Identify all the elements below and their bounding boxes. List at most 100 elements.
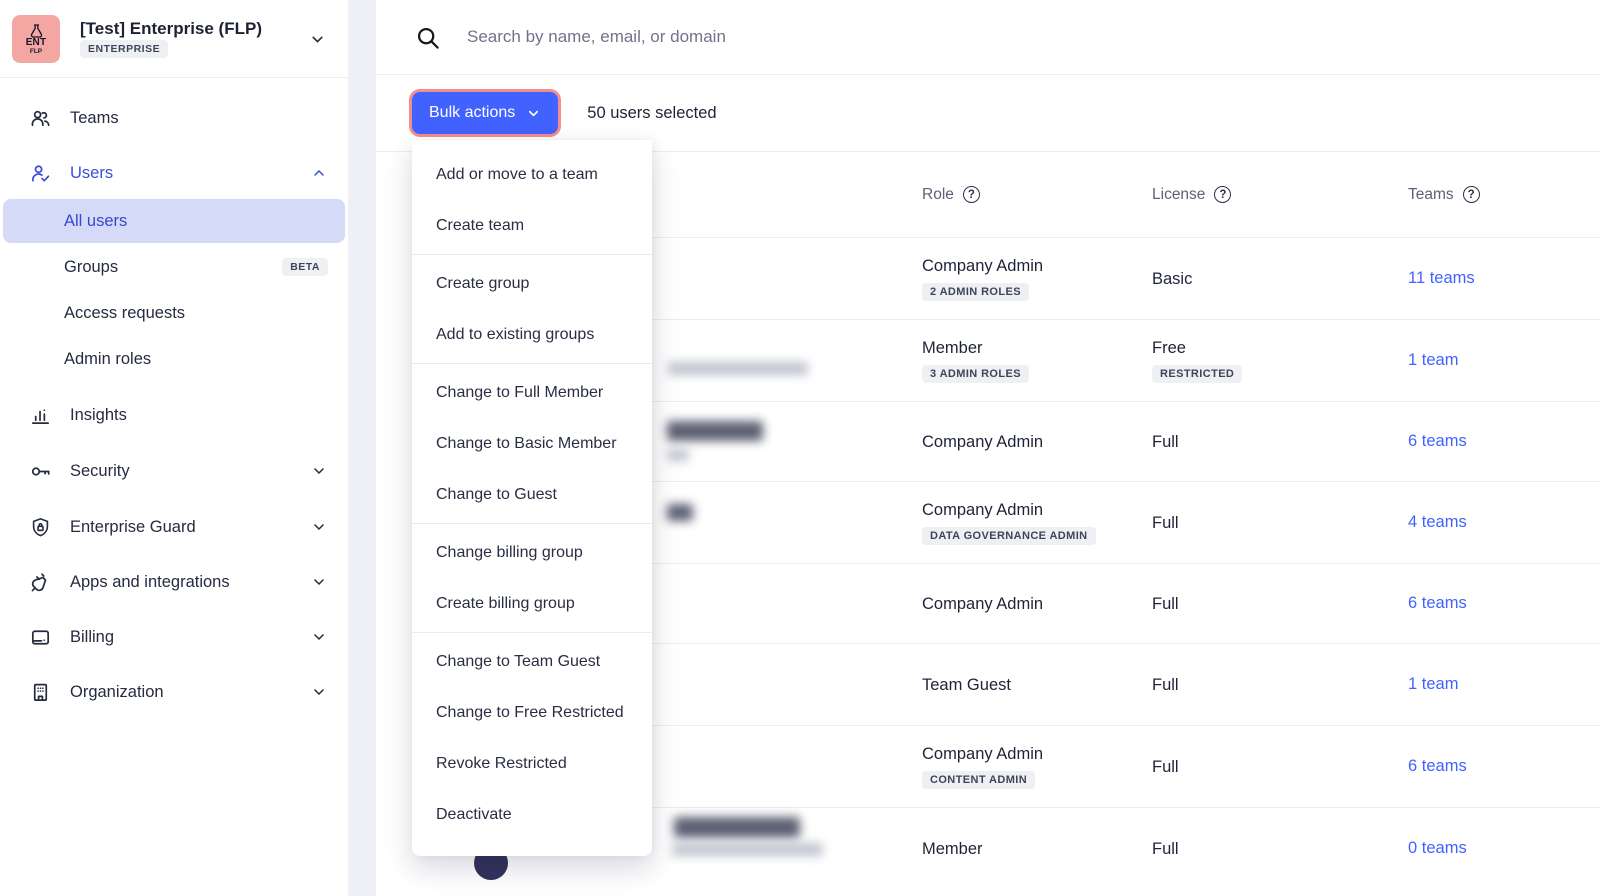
chevron-down-icon: [529, 110, 539, 116]
beta-badge: BETA: [282, 258, 328, 276]
sidebar-item-access-requests[interactable]: Access requests: [3, 291, 345, 335]
menu-divider: [412, 523, 652, 524]
teams-link[interactable]: 0 teams: [1408, 839, 1467, 857]
menu-item-change-to-team-guest[interactable]: Change to Team Guest: [436, 652, 601, 670]
teams-link[interactable]: 4 teams: [1408, 513, 1467, 531]
sidebar-item-label: Admin roles: [64, 349, 152, 368]
sidebar-item-billing[interactable]: Billing: [3, 615, 345, 659]
bulk-actions-toolbar: Bulk actions 50 users selected: [376, 75, 1600, 152]
license-badge: RESTRICTED: [1152, 365, 1243, 383]
workspace-switcher[interactable]: ENT FLP [Test] Enterprise (FLP) ENTERPRI…: [0, 0, 348, 78]
sidebar-item-label: Security: [70, 461, 130, 480]
key-icon: [28, 459, 52, 483]
search-bar: [376, 0, 1600, 75]
table-row[interactable]: Company Admin Full 6 teams: [412, 563, 1600, 643]
chevron-down-icon: [311, 629, 327, 645]
blurred-user-name: [667, 421, 763, 441]
blurred-user-email: [672, 843, 823, 856]
license-column-header: License: [1152, 185, 1206, 203]
license-cell: Full: [1152, 594, 1179, 613]
teams-column-header: Teams: [1408, 185, 1454, 203]
menu-item-create-team[interactable]: Create team: [436, 216, 525, 234]
sidebar-item-insights[interactable]: Insights: [3, 393, 345, 437]
teams-link[interactable]: 1 team: [1408, 675, 1459, 693]
teams-link[interactable]: 6 teams: [1408, 432, 1467, 450]
teams-cell: 1 team: [1408, 320, 1600, 401]
table-row[interactable]: Member 3 ADMIN ROLES Free RESTRICTED 1 t…: [412, 319, 1600, 401]
role-cell: Company Admin 2 ADMIN ROLES: [922, 238, 1152, 319]
blurred-user-name: [674, 817, 800, 838]
teams-link[interactable]: 6 teams: [1408, 594, 1467, 612]
table-row[interactable]: Company Admin CONTENT ADMIN Full 6 teams: [412, 725, 1600, 807]
license-cell: Free RESTRICTED: [1152, 320, 1408, 401]
table-row[interactable]: Company Admin Full 6 teams: [412, 401, 1600, 481]
admin-roles-badge: 2 ADMIN ROLES: [922, 283, 1029, 301]
teams-icon: [28, 106, 52, 130]
table-row[interactable]: Company Admin 2 ADMIN ROLES Basic 11 tea…: [412, 237, 1600, 319]
main-content: Bulk actions 50 users selected Role Lice…: [376, 0, 1600, 896]
menu-item-create-group[interactable]: Create group: [436, 274, 530, 292]
sidebar-item-teams[interactable]: Teams: [3, 96, 345, 140]
search-input[interactable]: [467, 27, 1267, 47]
role-cell: Company Admin: [922, 432, 1044, 451]
sidebar-item-apps-and-integrations[interactable]: Apps and integrations: [3, 560, 345, 604]
sidebar-item-label: Insights: [70, 405, 127, 424]
license-cell: Full: [1152, 757, 1179, 776]
teams-link[interactable]: 11 teams: [1408, 269, 1475, 287]
sidebar-item-label: Apps and integrations: [70, 572, 230, 591]
sidebar-item-security[interactable]: Security: [3, 449, 345, 493]
license-cell: Full: [1152, 839, 1179, 858]
menu-item-change-to-guest[interactable]: Change to Guest: [436, 485, 557, 503]
sidebar-item-label: Teams: [70, 108, 119, 127]
role-cell: Member: [922, 839, 983, 858]
menu-item-create-billing-group[interactable]: Create billing group: [436, 594, 575, 612]
sidebar-item-enterprise-guard[interactable]: Enterprise Guard: [3, 505, 345, 549]
menu-item-change-to-full-member[interactable]: Change to Full Member: [436, 383, 604, 401]
menu-item-deactivate[interactable]: Deactivate: [436, 805, 512, 823]
logo-text-top: ENT: [25, 36, 47, 48]
sidebar-gutter: [348, 0, 376, 896]
help-icon[interactable]: [1214, 186, 1232, 203]
table-row[interactable]: Team Guest Full 1 team: [412, 643, 1600, 725]
help-icon[interactable]: [962, 186, 980, 203]
menu-item-change-billing-group[interactable]: Change billing group: [436, 543, 583, 561]
teams-cell: 6 teams: [1408, 402, 1600, 481]
menu-item-add-to-existing-groups[interactable]: Add to existing groups: [436, 325, 595, 343]
bulk-actions-button[interactable]: Bulk actions: [412, 92, 559, 134]
menu-item-add-or-move-to-team[interactable]: Add or move to a team: [436, 165, 598, 183]
blurred-user-email: [668, 362, 808, 375]
teams-link[interactable]: 1 team: [1408, 351, 1459, 369]
sidebar-nav: Teams Users All users Groups BETA Access…: [0, 78, 348, 714]
menu-item-revoke-restricted[interactable]: Revoke Restricted: [436, 754, 567, 772]
search-icon: [414, 24, 441, 51]
menu-item-change-to-free-restricted[interactable]: Change to Free Restricted: [436, 703, 624, 721]
sidebar-item-users[interactable]: Users: [3, 151, 345, 195]
sidebar-item-label: Billing: [70, 627, 115, 646]
sidebar-item-organization[interactable]: Organization: [3, 670, 345, 714]
sidebar-item-admin-roles[interactable]: Admin roles: [3, 337, 345, 381]
role-cell: Company Admin DATA GOVERNANCE ADMIN: [922, 482, 1152, 563]
sidebar-item-all-users[interactable]: All users: [3, 199, 345, 243]
blurred-user-name: [667, 504, 693, 521]
workspace-logo: ENT FLP: [12, 14, 60, 63]
workspace-name: [Test] Enterprise (FLP): [80, 19, 262, 38]
chevron-down-icon: [309, 31, 326, 48]
sidebar-item-groups[interactable]: Groups BETA: [3, 245, 345, 289]
sidebar-item-label: Access requests: [64, 303, 186, 322]
help-icon[interactable]: [1462, 186, 1480, 203]
teams-cell: 11 teams: [1408, 238, 1600, 319]
plan-badge: ENTERPRISE: [80, 40, 169, 58]
chevron-down-icon: [311, 684, 327, 700]
teams-link[interactable]: 6 teams: [1408, 757, 1467, 775]
building-icon: [28, 680, 52, 704]
table-row[interactable]: Company Admin DATA GOVERNANCE ADMIN Full…: [412, 481, 1600, 563]
license-cell: Full: [1152, 513, 1179, 532]
billing-card-icon: [28, 625, 52, 649]
logo-text-bottom: FLP: [29, 47, 43, 55]
role-cell: Member 3 ADMIN ROLES: [922, 320, 1152, 401]
teams-cell: 0 teams: [1408, 808, 1600, 889]
blurred-user-email: [667, 449, 689, 461]
admin-roles-badge: DATA GOVERNANCE ADMIN: [922, 527, 1096, 545]
menu-item-change-to-basic-member[interactable]: Change to Basic Member: [436, 434, 617, 452]
chevron-down-icon: [311, 519, 327, 535]
